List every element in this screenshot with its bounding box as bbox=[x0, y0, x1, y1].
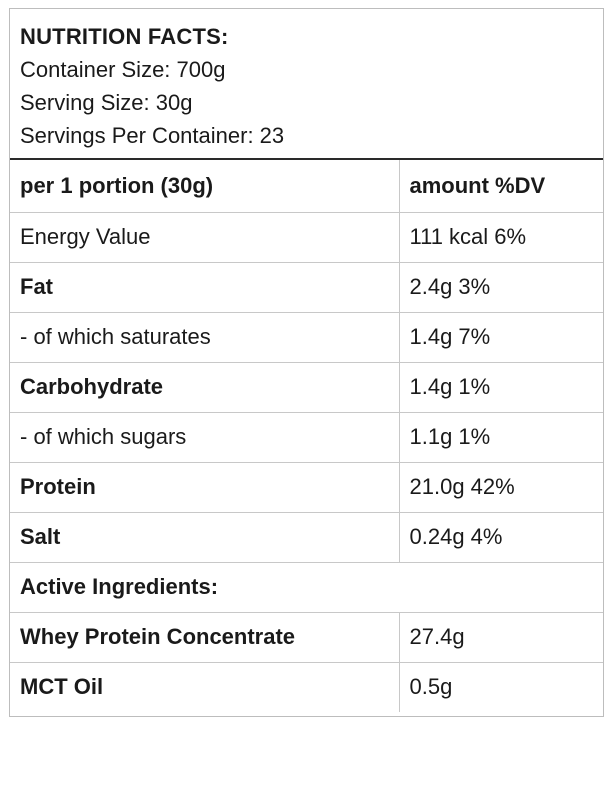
nutrition-header: NUTRITION FACTS: Container Size: 700g Se… bbox=[10, 9, 603, 160]
row-value-saturates: 1.4g 7% bbox=[398, 311, 603, 362]
table-row: - of which sugars 1.1g 1% bbox=[10, 411, 603, 462]
row-label-mct-oil: MCT Oil bbox=[10, 661, 399, 712]
row-value-mct-oil: 0.5g bbox=[398, 661, 603, 712]
table-row: - of which saturates 1.4g 7% bbox=[10, 311, 603, 362]
active-ingredients-heading-row: Active Ingredients: bbox=[10, 561, 603, 612]
row-value-sugars: 1.1g 1% bbox=[398, 411, 603, 462]
table-row: Fat 2.4g 3% bbox=[10, 261, 603, 312]
row-label-whey: Whey Protein Concentrate bbox=[10, 611, 399, 662]
row-value-fat: 2.4g 3% bbox=[398, 261, 603, 312]
table-row: Salt 0.24g 4% bbox=[10, 511, 603, 562]
column-header-amount: amount %DV bbox=[398, 160, 603, 212]
row-label-salt: Salt bbox=[10, 511, 399, 562]
row-value-energy: 111 kcal 6% bbox=[398, 211, 603, 262]
table-row: Protein 21.0g 42% bbox=[10, 461, 603, 512]
row-value-carbohydrate: 1.4g 1% bbox=[398, 361, 603, 412]
row-value-salt: 0.24g 4% bbox=[398, 511, 603, 562]
row-label-saturates: - of which saturates bbox=[10, 311, 399, 362]
nutrition-title: NUTRITION FACTS: bbox=[20, 24, 229, 49]
row-value-whey: 27.4g bbox=[398, 611, 603, 662]
servings-per-container: Servings Per Container: 23 bbox=[20, 123, 285, 148]
row-label-carbohydrate: Carbohydrate bbox=[10, 361, 399, 412]
column-header-portion: per 1 portion (30g) bbox=[20, 172, 214, 198]
active-ingredients-heading: Active Ingredients: bbox=[10, 561, 603, 612]
table-row: Energy Value 111 kcal 6% bbox=[10, 211, 603, 262]
table-row: MCT Oil 0.5g bbox=[10, 661, 603, 712]
row-label-sugars: - of which sugars bbox=[10, 411, 399, 462]
serving-size: Serving Size: 30g bbox=[20, 90, 193, 115]
nutrition-table: per 1 portion (30g) amount %DV Energy Va… bbox=[10, 160, 603, 712]
table-row: Whey Protein Concentrate 27.4g bbox=[10, 611, 603, 662]
row-label-fat: Fat bbox=[10, 261, 399, 312]
row-value-protein: 21.0g 42% bbox=[398, 461, 603, 512]
container-size: Container Size: 700g bbox=[20, 57, 226, 82]
row-label-protein: Protein bbox=[10, 461, 399, 512]
table-row: Carbohydrate 1.4g 1% bbox=[10, 361, 603, 412]
row-label-energy: Energy Value bbox=[10, 211, 399, 262]
nutrition-facts-panel: NUTRITION FACTS: Container Size: 700g Se… bbox=[9, 8, 604, 717]
table-header-row: per 1 portion (30g) amount %DV bbox=[10, 160, 603, 212]
